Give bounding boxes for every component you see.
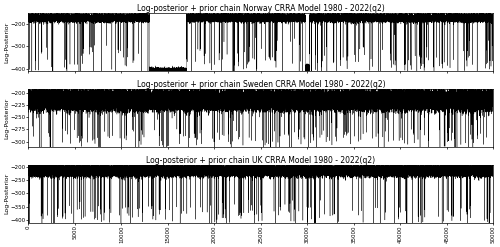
Title: Log-posterior + prior chain Norway CRRA Model 1980 - 2022(q2): Log-posterior + prior chain Norway CRRA …	[137, 4, 385, 13]
Title: Log-posterior + prior chain Sweden CRRA Model 1980 - 2022(q2): Log-posterior + prior chain Sweden CRRA …	[136, 80, 385, 89]
Y-axis label: Log-Posterior: Log-Posterior	[4, 21, 9, 63]
Y-axis label: Log-Posterior: Log-Posterior	[4, 173, 9, 214]
Y-axis label: Log-Posterior: Log-Posterior	[4, 97, 9, 139]
Title: Log-posterior + prior chain UK CRRA Model 1980 - 2022(q2): Log-posterior + prior chain UK CRRA Mode…	[146, 156, 376, 165]
